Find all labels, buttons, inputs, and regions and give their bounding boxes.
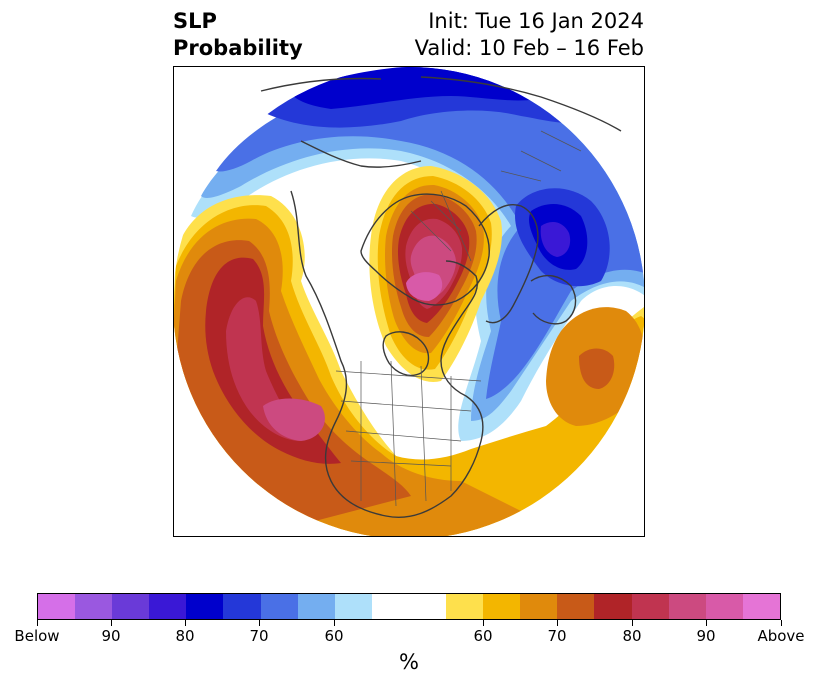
valid-range: Valid: 10 Feb – 16 Feb — [414, 36, 644, 60]
colorbar-tick-label: 60 — [473, 627, 493, 645]
colorbar-segment — [260, 594, 298, 619]
colorbar-segment — [594, 594, 632, 619]
colorbar-segment — [446, 594, 484, 619]
colorbar-tick-label: 70 — [249, 627, 269, 645]
colorbar-tick — [334, 620, 335, 626]
probability-map — [173, 66, 645, 537]
colorbar-tick — [483, 620, 484, 626]
colorbar-tick-label: Below — [14, 627, 60, 645]
colorbar-segment — [334, 594, 372, 619]
colorbar-segment — [112, 594, 150, 619]
valid-dates: Init: Tue 16 Jan 2024 Valid: 10 Feb – 16… — [415, 8, 644, 62]
colorbar-tick — [111, 620, 112, 626]
colorbar-segment — [483, 594, 521, 619]
colorbar-segment — [742, 594, 780, 619]
colorbar — [37, 593, 781, 620]
colorbar-tick-label: 80 — [622, 627, 642, 645]
colorbar-tick — [37, 620, 38, 626]
title-line-2: Probability — [173, 36, 303, 60]
colorbar-tick-label: 70 — [547, 627, 567, 645]
colorbar-tick-label: 90 — [101, 627, 121, 645]
colorbar-segment — [705, 594, 743, 619]
colorbar-tick — [259, 620, 260, 626]
borders — [335, 130, 582, 507]
colorbar-tick-label: 60 — [324, 627, 344, 645]
probability-fill — [174, 67, 644, 536]
colorbar-segment — [297, 594, 335, 619]
colorbar-segment — [631, 594, 669, 619]
colorbar-segment — [149, 594, 187, 619]
colorbar-tick — [706, 620, 707, 626]
colorbar-segment — [668, 594, 706, 619]
colorbar-segment — [186, 594, 224, 619]
colorbar-tick-label: Above — [757, 627, 805, 645]
colorbar-tick-label: 90 — [696, 627, 716, 645]
title-line-1: SLP — [173, 9, 217, 33]
map-svg — [174, 67, 644, 536]
colorbar-segment — [75, 594, 113, 619]
colorbar-unit: % — [399, 650, 419, 674]
colorbar-tick — [185, 620, 186, 626]
colorbar-tick — [557, 620, 558, 626]
colorbar-segment — [38, 594, 76, 619]
colorbar-tick-label: 80 — [175, 627, 195, 645]
colorbar-segment — [520, 594, 558, 619]
colorbar-segment — [557, 594, 595, 619]
colorbar-segment — [371, 594, 447, 619]
init-date: Init: Tue 16 Jan 2024 — [428, 9, 644, 33]
chart-title: SLP Probability — [173, 8, 303, 62]
colorbar-tick — [632, 620, 633, 626]
colorbar-segment — [223, 594, 261, 619]
colorbar-tick — [781, 620, 782, 626]
